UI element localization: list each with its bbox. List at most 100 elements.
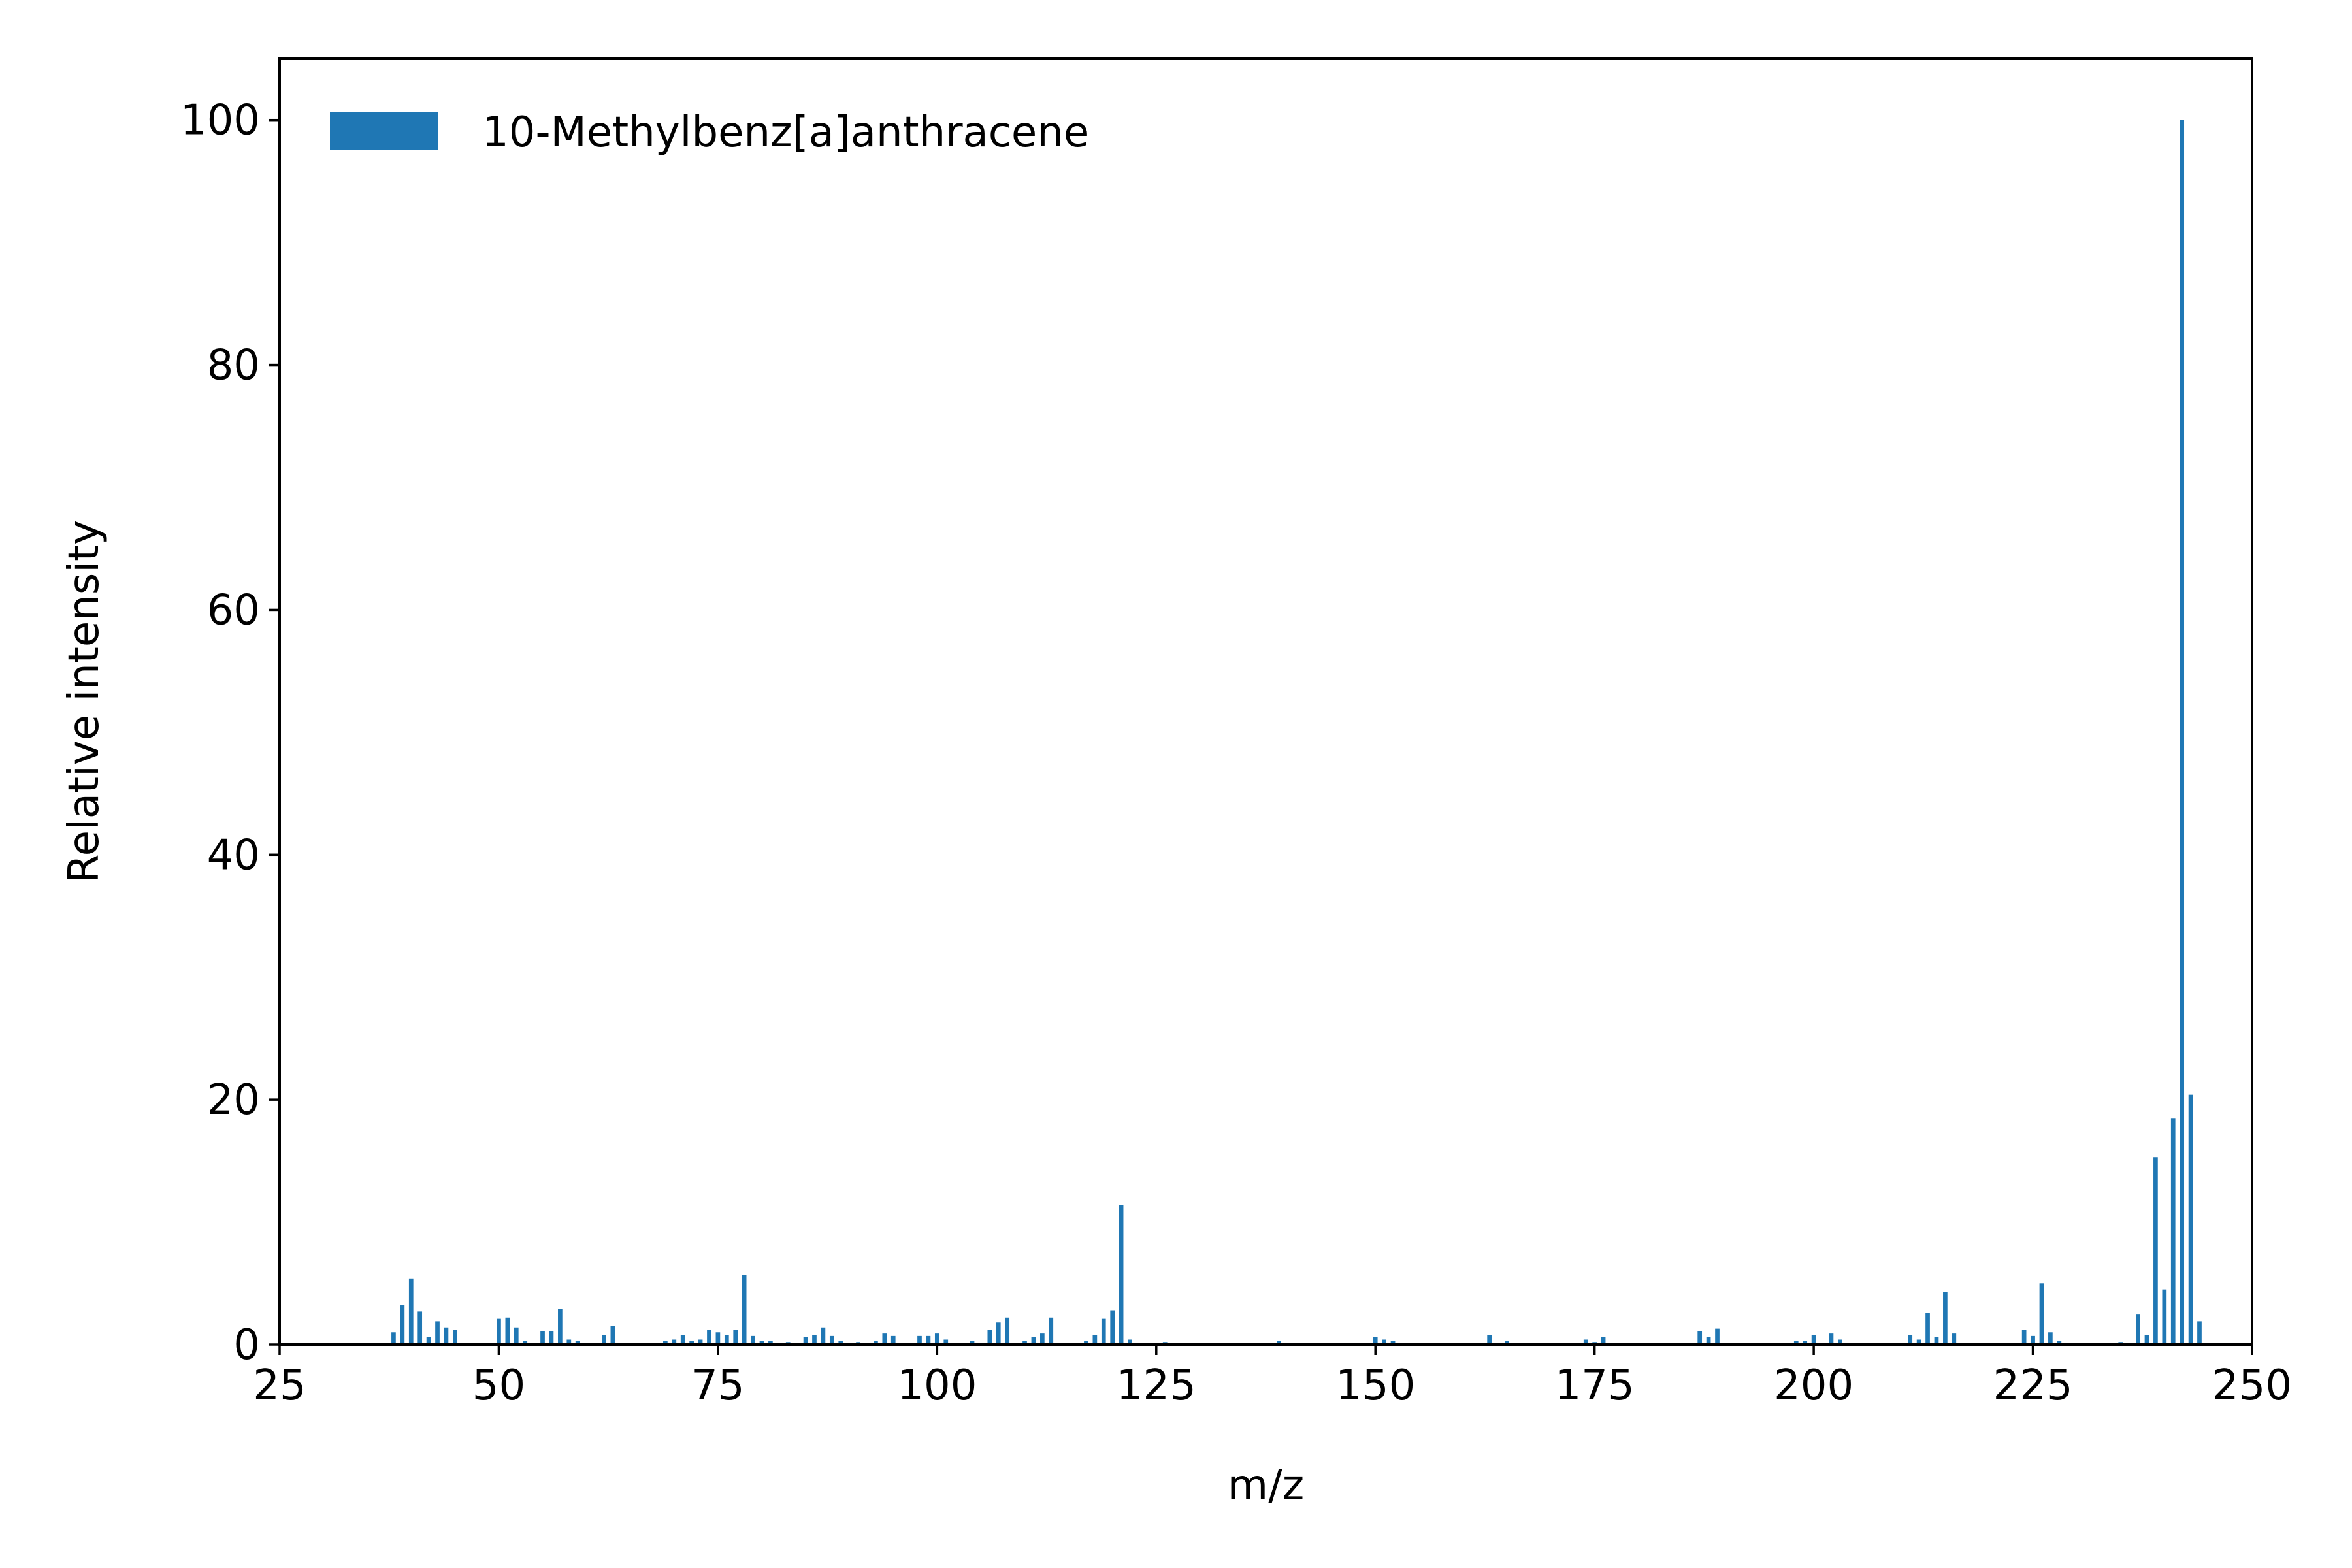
bar-mz-52 (514, 1327, 519, 1345)
bar-mz-200 (1811, 1335, 1816, 1345)
x-tick-label: 125 (1117, 1362, 1196, 1410)
bar-mz-121 (1119, 1205, 1124, 1345)
bar-mz-238 (2144, 1335, 2149, 1345)
bar-mz-81 (768, 1341, 773, 1345)
bar-mz-242 (2180, 120, 2185, 1345)
bar-mz-72 (689, 1341, 694, 1345)
bar-mz-110 (1022, 1341, 1027, 1345)
bar-mz-176 (1601, 1337, 1606, 1345)
bar-mz-215 (1943, 1292, 1948, 1345)
bar-mz-58 (566, 1339, 572, 1345)
bar-mz-239 (2153, 1157, 2158, 1345)
legend-label: 10-Methylbenz[a]anthracene (482, 108, 1089, 157)
bar-mz-108 (1005, 1317, 1010, 1345)
bar-mz-38 (391, 1332, 396, 1345)
x-axis-label: m/z (1228, 1462, 1305, 1510)
bar-mz-174 (1583, 1339, 1588, 1345)
bar-mz-227 (2048, 1332, 2053, 1345)
bar-mz-39 (400, 1305, 405, 1345)
bar-mz-224 (2021, 1330, 2027, 1345)
bar-mz-187 (1697, 1331, 1703, 1345)
bar-mz-99 (926, 1335, 931, 1345)
y-tick-label: 0 (233, 1321, 260, 1369)
bar-mz-73 (698, 1339, 703, 1345)
bar-mz-78 (742, 1275, 747, 1345)
bar-mz-55 (540, 1331, 545, 1345)
bar-mz-152 (1390, 1341, 1396, 1345)
bar-mz-69 (663, 1341, 668, 1345)
bar-mz-113 (1049, 1317, 1054, 1345)
bar-mz-53 (523, 1341, 528, 1345)
bar-mz-118 (1092, 1335, 1098, 1345)
bar-mz-94 (882, 1333, 887, 1345)
bar-mz-93 (874, 1341, 878, 1345)
bar-mz-89 (838, 1341, 843, 1345)
x-tick-label: 75 (691, 1362, 744, 1410)
bar-mz-59 (575, 1341, 580, 1345)
bar-mz-240 (2162, 1289, 2167, 1345)
bar-mz-57 (558, 1309, 563, 1345)
bar-mz-199 (1803, 1341, 1808, 1345)
bar-mz-188 (1706, 1337, 1711, 1345)
x-axis-ticks: 25 50 75 100 125 150 175 200 225 250 (253, 1345, 2292, 1410)
bar-mz-228 (2057, 1341, 2062, 1345)
bar-mz-241 (2170, 1118, 2176, 1345)
bar-mz-104 (970, 1341, 975, 1345)
bar-mz-202 (1829, 1333, 1834, 1345)
bar-mz-75 (715, 1332, 721, 1345)
x-tick-label: 50 (472, 1362, 525, 1410)
bar-mz-165 (1505, 1341, 1509, 1345)
bar-mz-189 (1715, 1328, 1720, 1345)
bar-mz-70 (672, 1339, 677, 1345)
y-tick-label: 60 (207, 586, 260, 634)
x-tick-label: 175 (1555, 1362, 1635, 1410)
bar-mz-87 (821, 1327, 826, 1345)
bar-mz-85 (803, 1337, 808, 1345)
bar-mz-243 (2188, 1094, 2193, 1345)
bar-mz-101 (943, 1339, 949, 1345)
y-axis-label: Relative intensity (60, 520, 108, 883)
bar-mz-111 (1031, 1337, 1036, 1345)
bar-mz-117 (1084, 1341, 1088, 1345)
y-axis-ticks: 0 20 40 60 80 100 (180, 97, 280, 1369)
bar-mz-163 (1487, 1335, 1492, 1345)
bar-mz-79 (751, 1335, 755, 1345)
bar-mz-213 (1925, 1313, 1930, 1345)
bar-mz-122 (1128, 1339, 1132, 1345)
bar-mz-107 (996, 1322, 1001, 1345)
x-tick-label: 250 (2212, 1362, 2292, 1410)
bar-mz-63 (610, 1326, 615, 1345)
bar-mz-216 (1952, 1333, 1957, 1345)
x-tick-label: 150 (1335, 1362, 1415, 1410)
bar-mz-45 (453, 1330, 457, 1345)
bar-mz-77 (733, 1330, 738, 1345)
bar-mz-237 (2136, 1314, 2140, 1345)
bar-mz-151 (1382, 1339, 1386, 1345)
bar-mz-56 (549, 1331, 554, 1345)
bar-mz-43 (435, 1321, 440, 1345)
bar-mz-62 (602, 1335, 606, 1345)
x-tick-label: 200 (1774, 1362, 1854, 1410)
bar-mz-214 (1934, 1337, 1939, 1345)
bar-mz-86 (812, 1335, 817, 1345)
plot-frame (278, 57, 2253, 1346)
bar-mz-98 (917, 1335, 922, 1345)
bar-mz-119 (1101, 1318, 1106, 1345)
bar-mz-51 (505, 1317, 510, 1345)
bar-mz-42 (426, 1337, 431, 1345)
bar-mz-244 (2197, 1321, 2202, 1345)
bar-mz-88 (829, 1335, 834, 1345)
y-tick-label: 100 (180, 97, 260, 145)
x-tick-label: 100 (897, 1362, 977, 1410)
bar-mz-40 (408, 1278, 414, 1345)
y-tick-label: 40 (207, 831, 260, 879)
bar-mz-211 (1908, 1335, 1913, 1345)
bar-mz-100 (934, 1333, 939, 1345)
bar-mz-112 (1040, 1333, 1045, 1345)
bar-mz-106 (987, 1330, 992, 1345)
bar-mz-76 (724, 1335, 729, 1345)
bar-mz-198 (1793, 1341, 1799, 1345)
y-tick-label: 80 (207, 342, 260, 390)
